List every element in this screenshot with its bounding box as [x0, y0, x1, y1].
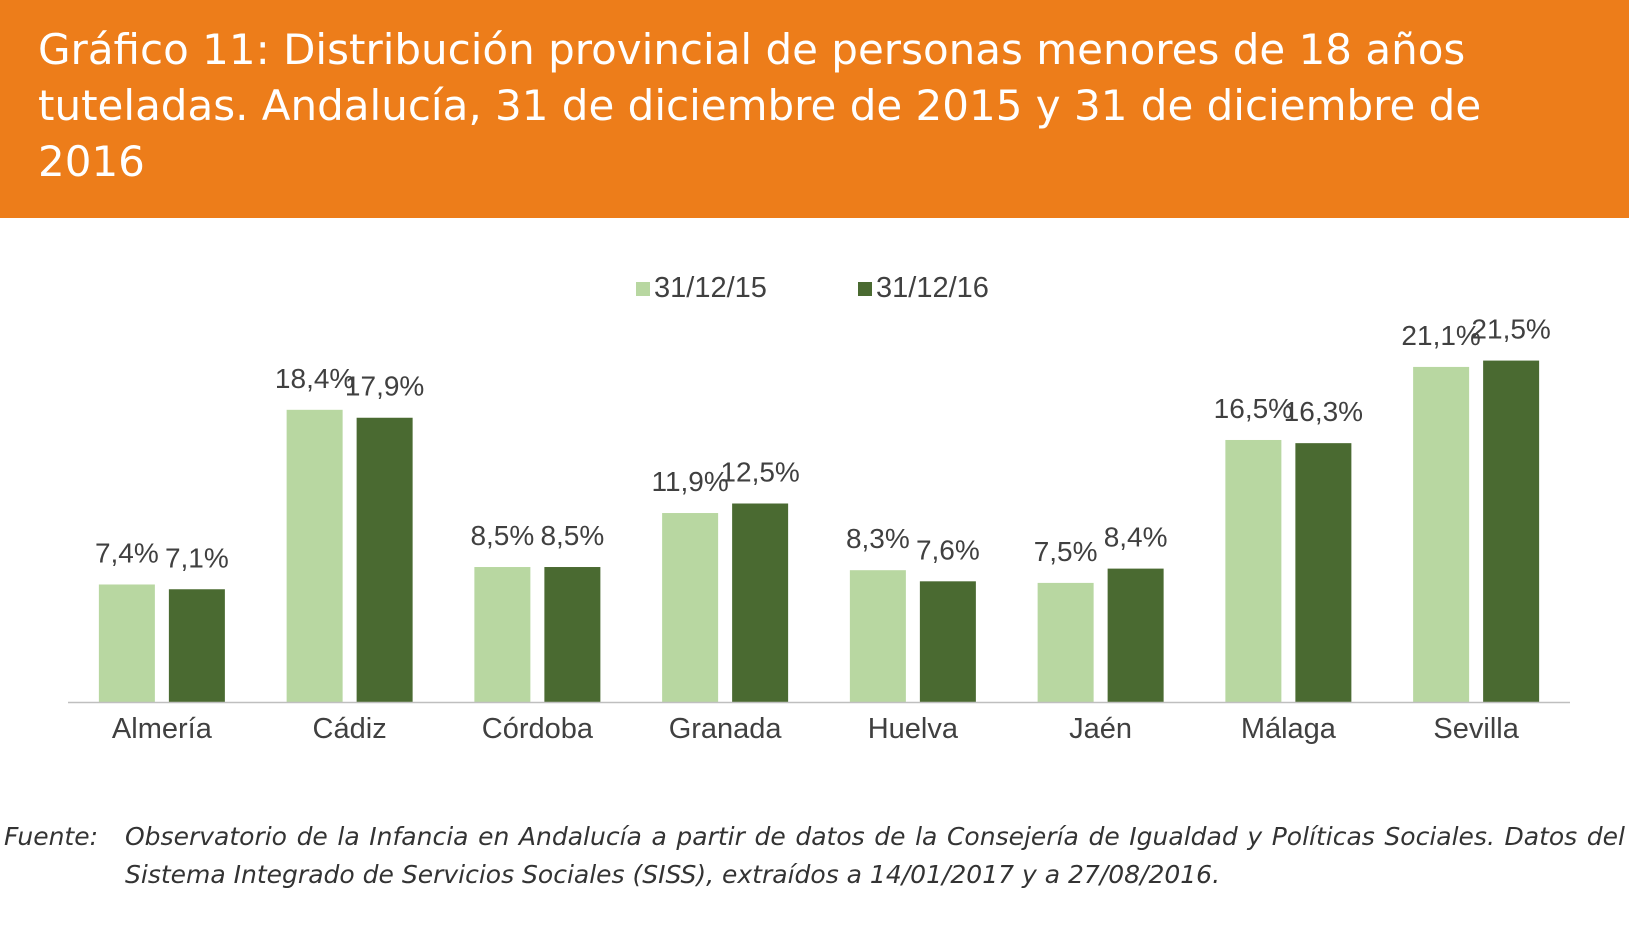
category-label: Granada: [669, 713, 783, 745]
data-label: 7,5%: [1034, 536, 1098, 567]
bar-cádiz-2015: [286, 409, 343, 702]
data-labels: 7,4% 7,1% 18,4%17,9% 8,5% 8,5% 11,9%12,5% 8,3%…: [95, 314, 1551, 574]
legend-swatch: [636, 282, 650, 296]
category-label: Almería: [112, 713, 213, 745]
data-label: 7,1%: [165, 542, 229, 573]
bar-córdoba-2016: [544, 567, 601, 702]
bars: [98, 360, 1540, 702]
data-label: 21,1%: [1401, 320, 1480, 351]
bar-chart: 31/12/15 31/12/16 7,4% 7,1%18,4%17,9%8,5% 8…: [68, 272, 1570, 745]
data-label: 11,9%: [651, 466, 728, 497]
category-label: Huelva: [868, 713, 959, 745]
bar-cádiz-2016: [356, 417, 413, 702]
data-label: 8,3%: [846, 523, 910, 554]
data-label: 8,5%: [470, 520, 534, 551]
source-label: Fuente:: [4, 822, 99, 851]
data-label: 17,9%: [345, 371, 424, 402]
bar-málaga-2016: [1295, 443, 1352, 702]
legend: 31/12/15 31/12/16: [636, 272, 989, 304]
data-label: 7,6%: [916, 534, 980, 565]
data-label: 8,5%: [540, 520, 604, 551]
bar-almería-2015: [98, 584, 155, 702]
bar-almería-2016: [168, 589, 225, 702]
legend-label: 31/12/16: [876, 272, 989, 304]
category-label: Córdoba: [482, 713, 594, 745]
bar-sevilla-2016: [1483, 360, 1540, 702]
chart-title: Gráfico 11: Distribución provincial de p…: [38, 25, 1482, 186]
bar-huelva-2016: [919, 581, 976, 702]
legend-label: 31/12/15: [654, 272, 767, 304]
category-label: Cádiz: [313, 713, 387, 745]
category-labels: Almería Cádiz Córdoba Granada Huelva Jaén Mála…: [112, 713, 1520, 745]
category-label: Jaén: [1069, 713, 1132, 745]
data-label: 16,5%: [1214, 393, 1293, 424]
bar-sevilla-2015: [1413, 366, 1470, 702]
data-label: 12,5%: [720, 457, 799, 488]
bar-jaén-2016: [1107, 568, 1164, 702]
bar-córdoba-2015: [474, 567, 531, 702]
bar-granada-2015: [662, 513, 719, 702]
bar-málaga-2015: [1225, 439, 1282, 702]
bar-jaén-2015: [1037, 582, 1094, 702]
bar-huelva-2015: [849, 570, 906, 702]
source-text: Observatorio de la Infancia en Andalucía…: [125, 822, 1625, 889]
data-label: 21,5%: [1471, 314, 1550, 345]
category-label: Málaga: [1241, 713, 1337, 745]
category-label: Sevilla: [1433, 713, 1519, 745]
data-label: 7,4%: [95, 537, 159, 568]
legend-swatch: [858, 282, 872, 296]
bar-granada-2016: [732, 503, 789, 702]
data-label: 8,4%: [1104, 522, 1168, 553]
data-label: 16,3%: [1284, 396, 1363, 427]
data-label: 18,4%: [275, 363, 354, 394]
title-banner: Gráfico 11: Distribución provincial de p…: [0, 0, 1629, 218]
